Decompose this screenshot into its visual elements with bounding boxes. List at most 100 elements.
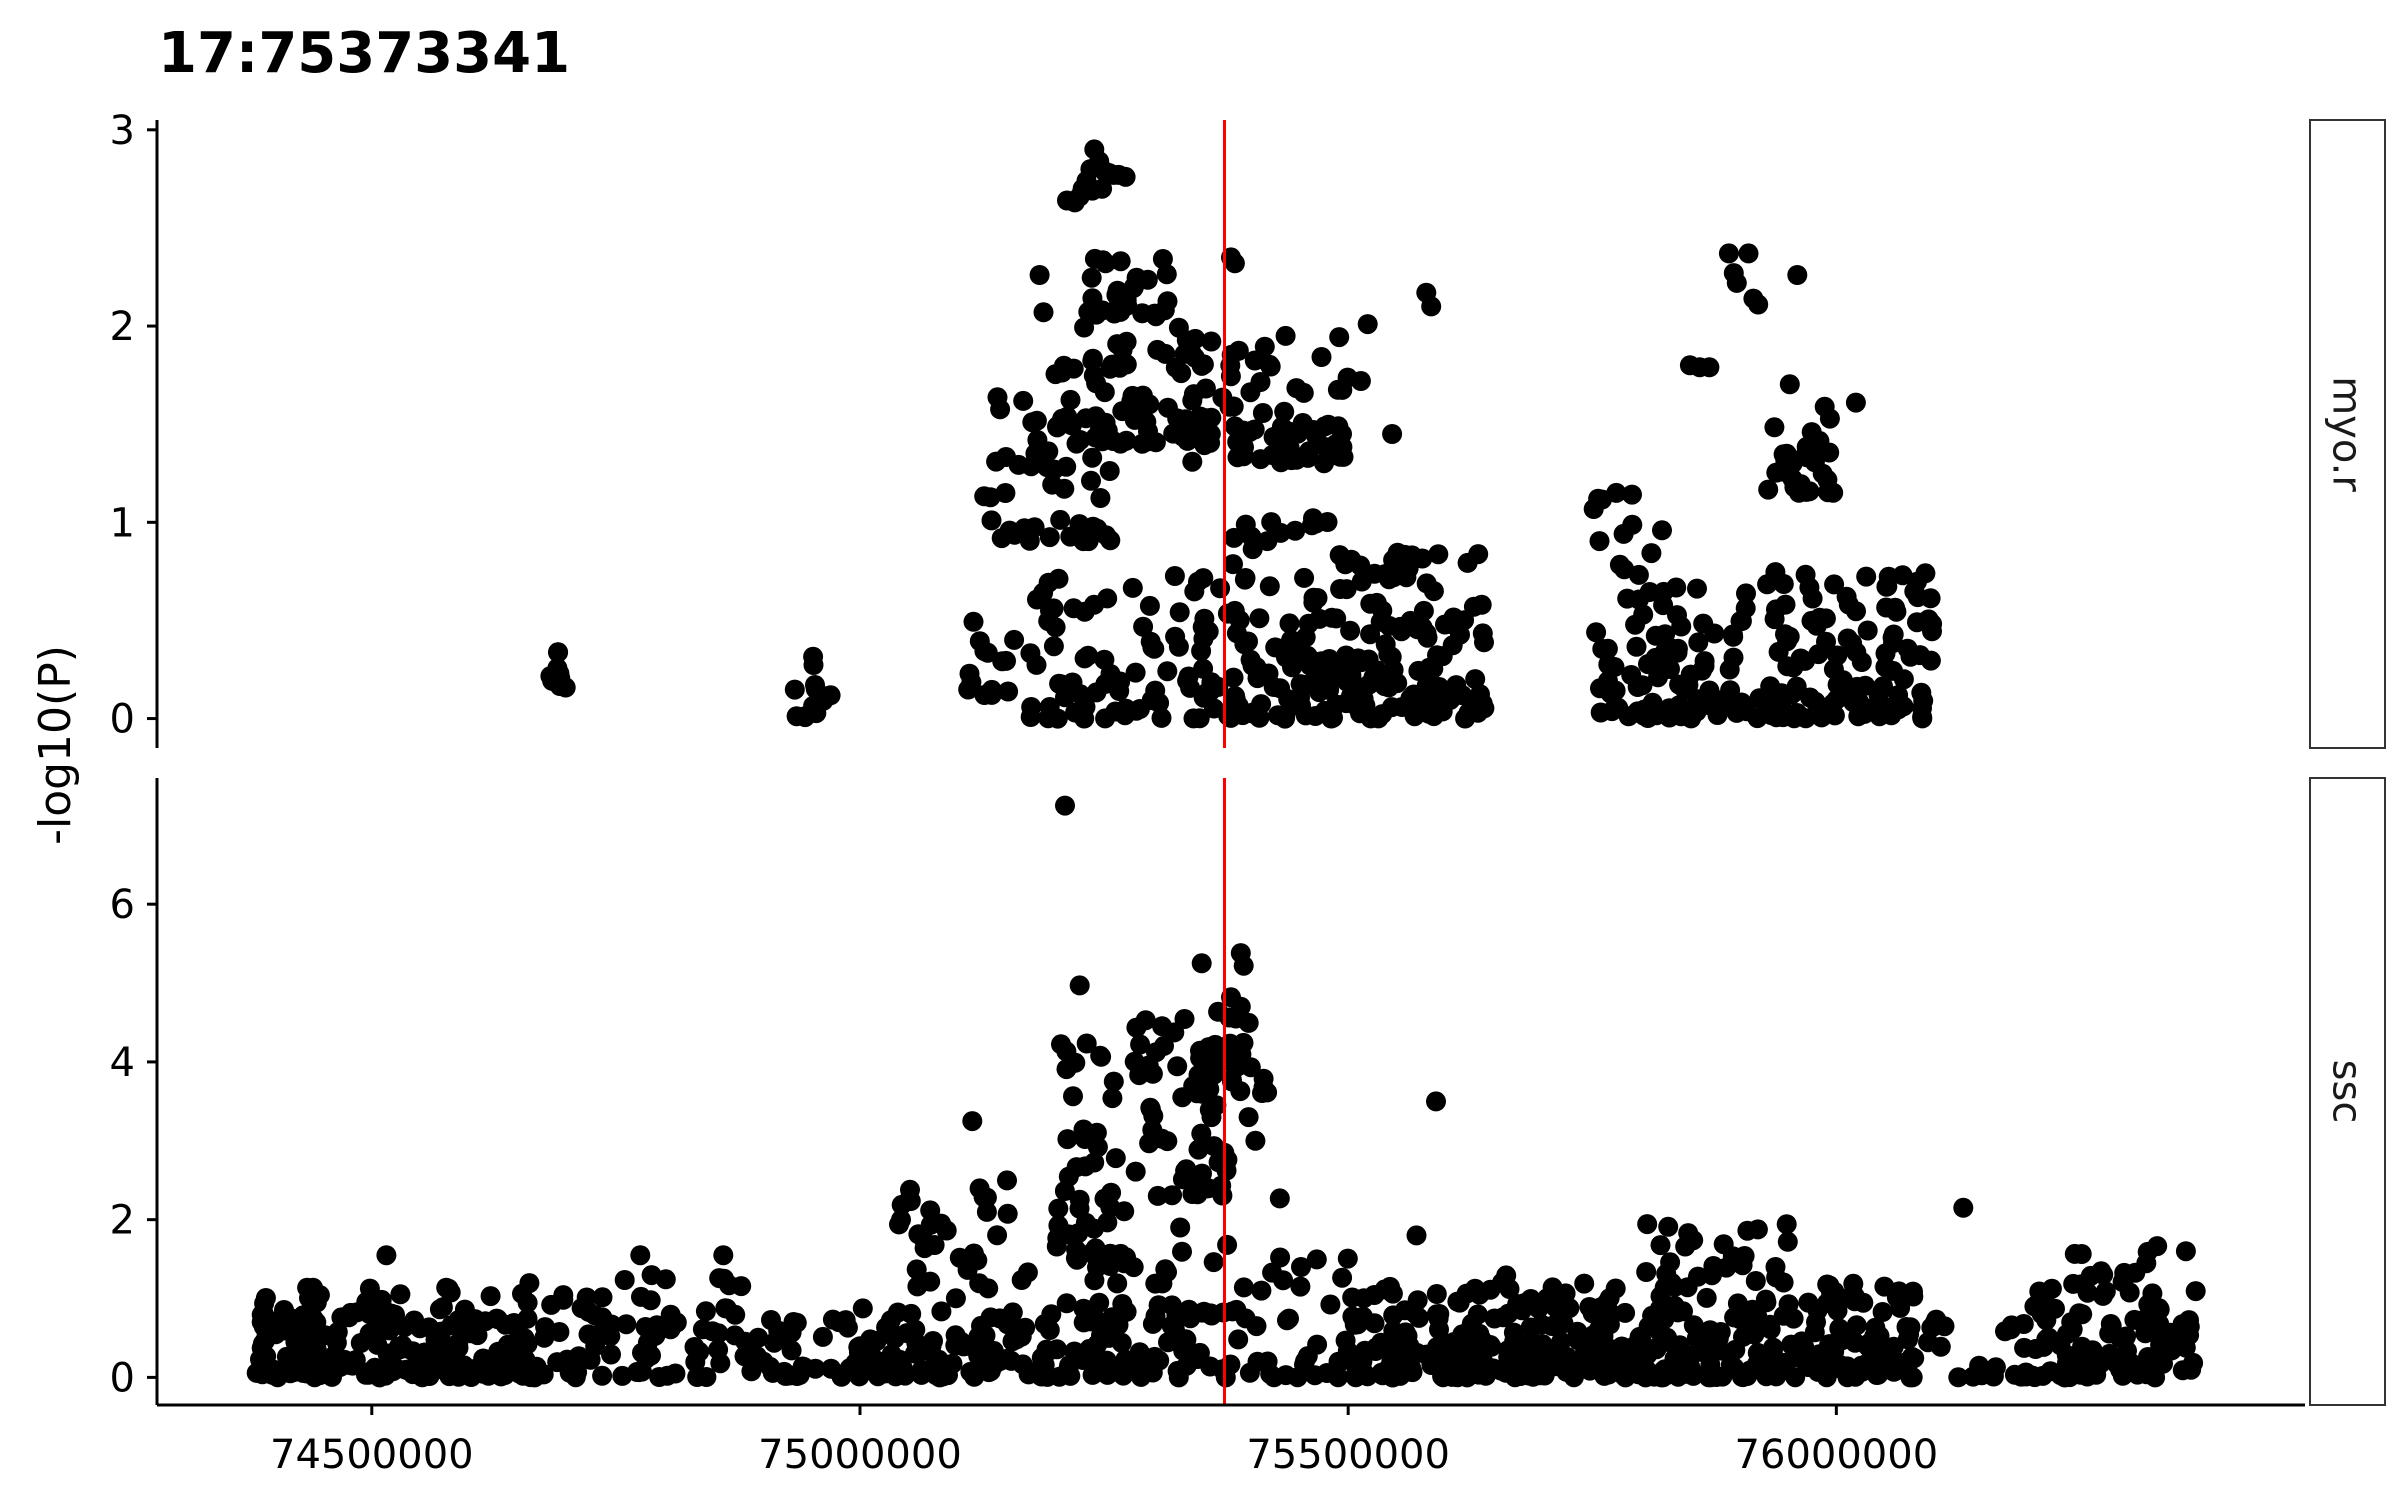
data-point [1060,389,1081,410]
data-point [1666,577,1687,598]
data-point [2000,1319,2021,1340]
data-point [1139,595,1160,616]
data-point [487,1309,508,1330]
data-point [1182,451,1203,472]
data-point [1582,1303,1603,1324]
data-point [1190,406,1211,427]
data-point [1063,598,1084,619]
data-point [1675,680,1696,701]
data-point [1763,1337,1784,1358]
data-point [601,1344,621,1365]
data-point [1270,522,1291,543]
data-point [822,1309,843,1330]
data-point [1402,1362,1423,1383]
data-point [1821,1350,1842,1371]
data-point [2056,1345,2077,1365]
data-point [1599,1314,1620,1335]
data-point [1341,686,1361,706]
data-point [1900,646,1921,667]
data-point [1015,1317,1036,1338]
data-point [987,1225,1008,1246]
data-point [1766,462,1787,483]
data-point [1022,412,1043,433]
data-point [1090,488,1111,508]
data-point [1773,574,1794,594]
data-point [1057,190,1077,211]
data-point [1170,1217,1191,1238]
data-point [1350,703,1370,724]
data-point [1805,691,1826,712]
data-point [1056,1293,1077,1314]
data-point [1559,1298,1580,1319]
data-point [2183,1352,2204,1373]
data-point [288,1333,309,1354]
data-point [1498,1347,1519,1368]
data-point [1147,1185,1168,1206]
data-point [657,1365,678,1386]
data-point [1152,1016,1173,1037]
data-point [1027,589,1047,610]
data-point [1382,424,1403,444]
data-point [710,1353,731,1374]
data-point [1085,427,1106,448]
y-tick-label: 2 [110,304,135,350]
data-point [1382,1283,1403,1304]
data-point [1777,1231,1798,1252]
data-point [911,1360,931,1381]
data-point [1383,1320,1404,1341]
data-point [1814,396,1835,417]
data-point [1103,1071,1124,1092]
data-point [1149,692,1170,713]
data-point [490,1358,511,1378]
data-point [1203,1252,1224,1273]
data-point [1233,1277,1254,1298]
data-point [1886,601,1907,622]
data-point [1095,708,1116,729]
data-point [1073,1312,1094,1333]
data-point [1364,1285,1385,1305]
data-point [1450,1352,1471,1373]
data-point [1279,1308,1299,1329]
data-point [1776,443,1797,464]
data-point [1532,1334,1553,1355]
data-point [931,1301,952,1322]
data-point [981,684,1002,705]
data-point [1137,431,1158,452]
data-point [1700,1355,1721,1375]
data-point [630,1245,651,1266]
data-point [1817,482,1838,503]
data-point [1154,300,1175,321]
data-point [1291,695,1311,716]
data-point [1076,1033,1097,1054]
data-point [1779,374,1800,395]
data-point [1426,1284,1447,1304]
data-point [1224,527,1244,548]
data-point [1112,339,1133,360]
data-point [1217,1234,1238,1255]
data-point [1794,1336,1815,1357]
data-point [404,1310,425,1331]
data-point [1216,1160,1237,1181]
data-point [1100,1197,1121,1218]
data-point [1740,1361,1761,1382]
data-point [1335,1330,1356,1351]
data-point [1688,1341,1708,1362]
data-point [1326,608,1347,629]
data-point [2159,1329,2180,1350]
data-point [339,1355,360,1375]
data-point [1865,1324,1886,1345]
facet-strip [2309,777,2386,1406]
facet-panel-myo-r: 0 1 2 3 myo.r [110,108,2386,749]
data-point [1470,684,1490,705]
data-point [441,1315,462,1336]
data-point [1345,1367,1366,1388]
data-point [1836,586,1857,607]
data-point [1326,445,1347,466]
data-point [1102,1307,1123,1328]
data-point [1157,1262,1177,1283]
data-point [1832,1330,1853,1351]
data-point [1069,1189,1090,1210]
data-point [376,1245,397,1266]
data-point [1090,1045,1111,1066]
data-point [1201,672,1222,693]
